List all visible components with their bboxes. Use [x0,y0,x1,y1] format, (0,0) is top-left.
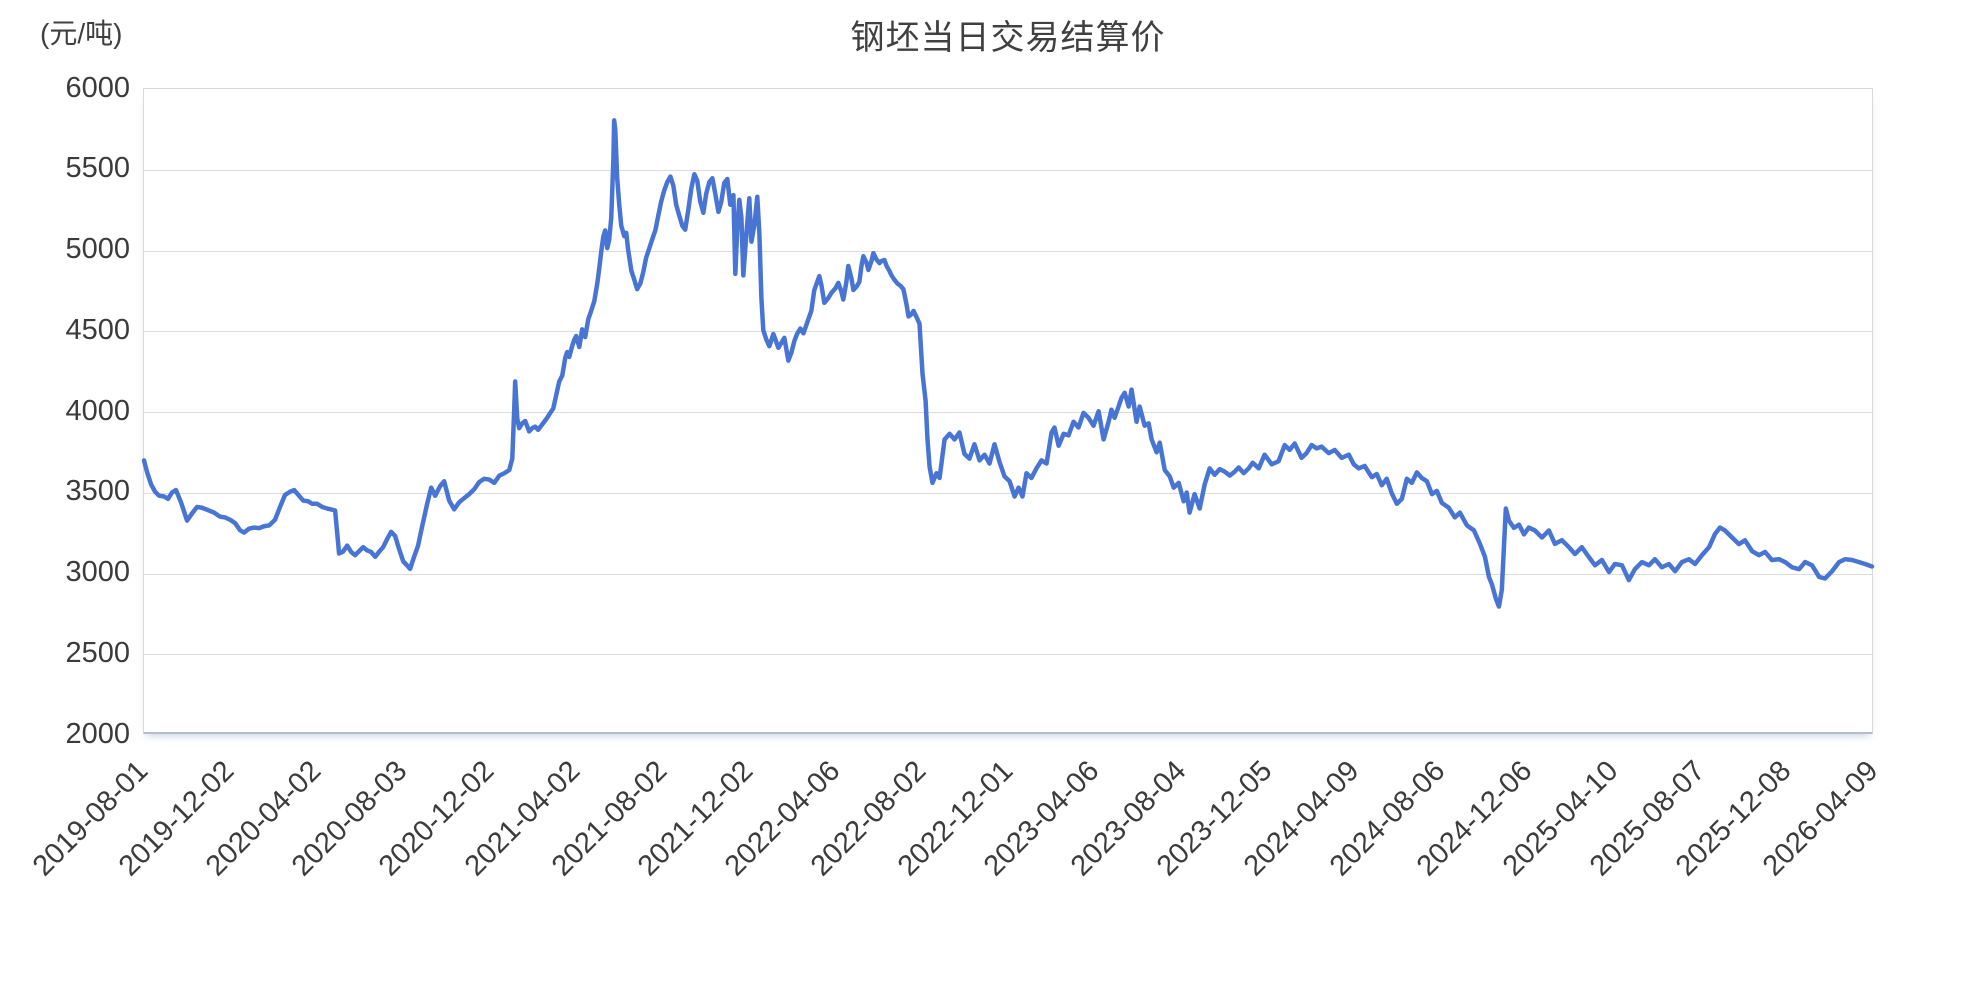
gridline-4000 [144,412,1872,413]
plot-area [141,88,1875,734]
y-axis-label-5000: 5000 [65,233,130,265]
chart-title: 钢坯当日交易结算价 [850,19,1166,57]
y-axis-label-4500: 4500 [65,313,130,346]
y-axis-label-3000: 3000 [65,556,130,588]
y-axis-label-6000: 6000 [65,71,130,104]
gridline-3500 [144,492,1872,494]
y-axis-label-4000: 4000 [65,394,130,427]
y-axis-label-5500: 5500 [65,152,130,185]
price-line [141,118,1875,609]
gridline-2500 [144,654,1872,656]
y-axis-label-2500: 2500 [65,636,130,669]
y-axis-unit-label: (元/吨) [40,18,123,49]
price-line-svg [141,118,1875,609]
gridline-4500 [144,331,1872,333]
y-axis-label-3500: 3500 [65,475,130,508]
gridline-5000 [144,250,1872,252]
gridline-5500 [144,169,1872,171]
gridline-3000 [144,573,1872,575]
y-axis-label-2000: 2000 [65,717,130,750]
